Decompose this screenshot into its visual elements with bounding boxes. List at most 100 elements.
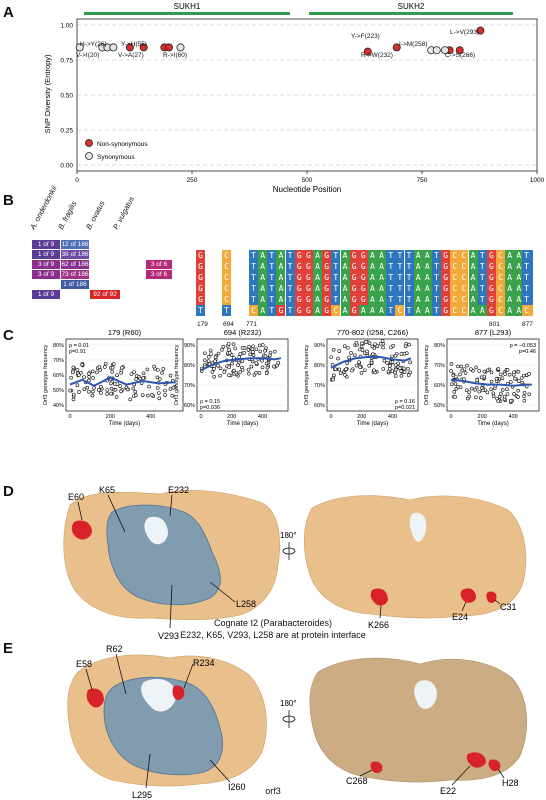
nucleotide: G — [303, 283, 313, 294]
nucleotide: A — [505, 305, 515, 316]
trend-curve — [200, 357, 282, 372]
data-point — [103, 365, 107, 369]
nucleotide: C — [459, 261, 469, 272]
nucleotide-694: C — [222, 261, 231, 272]
data-point — [234, 370, 238, 375]
nucleotide: G — [322, 250, 332, 261]
nucleotide: T — [249, 250, 258, 261]
nucleotide: G — [322, 294, 332, 305]
data-point — [105, 392, 109, 396]
data-point — [206, 359, 211, 363]
data-point — [268, 353, 272, 358]
data-point — [469, 367, 473, 372]
nucleotide: A — [413, 294, 423, 305]
data-point — [114, 395, 119, 399]
data-point — [157, 391, 161, 395]
nucleotide: T — [395, 283, 405, 294]
data-point — [216, 351, 221, 356]
data-point — [513, 376, 517, 381]
nucleotide: G — [303, 305, 313, 316]
residue-label: K65 — [99, 485, 115, 495]
nucleotide: A — [514, 294, 524, 305]
nucleotide: T — [285, 283, 295, 294]
x-tick-label: 200 — [227, 414, 236, 420]
data-point — [485, 368, 490, 373]
nucleotide: G — [441, 305, 451, 316]
nucleotide-694: T — [222, 305, 231, 316]
data-point — [231, 342, 236, 346]
nucleotide: A — [358, 305, 368, 316]
data-point — [113, 388, 118, 392]
grid-cell: 73 of 186 — [61, 270, 89, 279]
grid-cell: 3 of 6 — [146, 270, 172, 279]
data-point — [103, 361, 108, 366]
data-point — [140, 393, 145, 397]
nucleotide: A — [313, 305, 323, 316]
data-point — [406, 373, 411, 377]
data-point — [363, 368, 367, 373]
data-point — [99, 385, 103, 389]
legend-label-nonsyn: Non-synonymous — [97, 141, 148, 148]
nucleotide: A — [377, 261, 387, 272]
panel-title: 694 (R232) — [224, 328, 262, 337]
nucleotide: G — [294, 250, 304, 261]
data-point — [264, 361, 269, 366]
nucleotide: A — [505, 250, 515, 261]
residue-label: E24 — [452, 612, 468, 622]
data-point — [222, 370, 227, 374]
x-tick-label: 400 — [146, 414, 155, 420]
data-point — [345, 361, 349, 365]
nucleotide: G — [294, 283, 304, 294]
y-tick-label: 80% — [314, 363, 325, 369]
data-point — [516, 395, 520, 399]
nucleotide: C — [459, 272, 469, 283]
y-tick-label: 60% — [314, 403, 325, 409]
nucleotide: A — [413, 272, 423, 283]
stat-rho: ρ = −0.053 — [510, 343, 536, 349]
nucleotide: T — [249, 261, 258, 272]
nucleotide: G — [294, 294, 304, 305]
nucleotide: A — [477, 305, 487, 316]
residue-label: C31 — [500, 602, 517, 612]
x-tick-label: 1000 — [530, 177, 545, 184]
nucleotide-877: T — [522, 261, 531, 272]
data-point — [208, 348, 213, 353]
snp-annotations: H->Y(26) V->I(20) Y->H(55) V->A(27) R->I… — [76, 29, 479, 59]
nucleotide-694: C — [222, 272, 231, 283]
data-point — [344, 367, 348, 372]
nucleotide: A — [377, 305, 387, 316]
nucleotide: A — [422, 283, 432, 294]
nucleotide: G — [441, 250, 451, 261]
data-point — [463, 371, 468, 375]
nucleotide: T — [285, 250, 295, 261]
data-point — [145, 367, 150, 372]
data-point — [238, 370, 243, 374]
caption-cognate: Cognate I2 (Parabacteroides) — [213, 618, 333, 628]
data-point — [109, 381, 113, 386]
data-point — [477, 389, 482, 394]
nucleotide: G — [441, 272, 451, 283]
nucleotide: C — [450, 272, 460, 283]
nucleotide: T — [386, 272, 396, 283]
y-tick-label: 40% — [53, 403, 64, 409]
data-point — [216, 363, 220, 368]
y-tick-label: 60% — [184, 403, 195, 409]
panel-letter-d: D — [3, 483, 14, 500]
nucleotide: T — [249, 272, 258, 283]
nucleotide-179: G — [196, 261, 205, 272]
annotation: H->Y(26) — [80, 41, 107, 48]
data-point — [449, 382, 454, 386]
data-point — [77, 373, 81, 378]
nucleotide: A — [340, 305, 350, 316]
x-tick-label: 500 — [302, 177, 313, 184]
residue-label: E58 — [76, 659, 92, 669]
stat-p: p=0.91 — [69, 349, 86, 355]
nucleotide: A — [514, 250, 524, 261]
nucleotide: A — [276, 261, 286, 272]
nucleotide: T — [285, 294, 295, 305]
data-point — [163, 388, 167, 393]
data-point — [458, 372, 462, 377]
caption-interface: E232, K65, V293, L258 are at protein int… — [180, 630, 366, 640]
data-point — [254, 347, 259, 352]
residue-label: L258 — [236, 599, 256, 609]
